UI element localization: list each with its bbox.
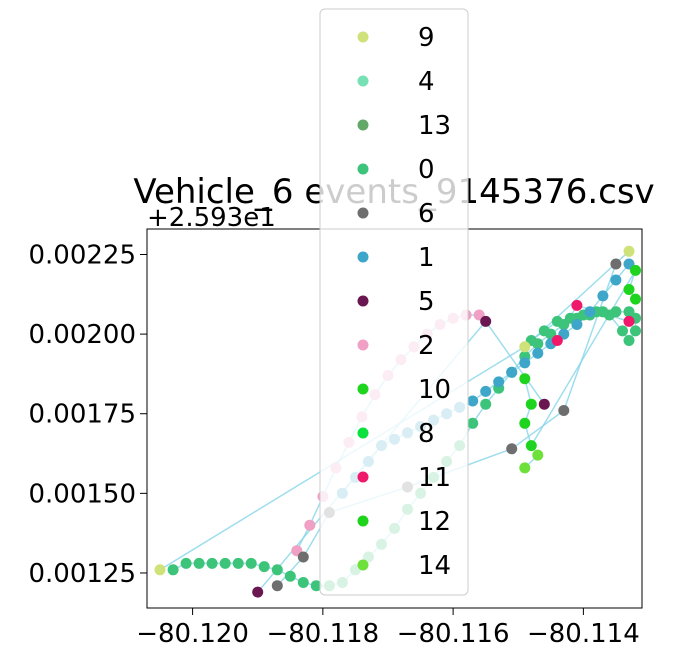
point-11-2 xyxy=(623,315,635,327)
point-0-0 xyxy=(167,564,179,576)
point-6-1 xyxy=(297,551,309,563)
point-0-10 xyxy=(297,577,309,588)
point-0-8 xyxy=(271,564,283,576)
point-10-3 xyxy=(525,440,537,452)
point-10-5 xyxy=(623,284,635,295)
legend-label-6: 6 xyxy=(418,199,435,229)
point-0-7 xyxy=(258,561,270,573)
y-tick-label: 0.00125 xyxy=(28,559,136,589)
legend-label-0: 0 xyxy=(418,155,435,185)
y-tick-label: 0.00200 xyxy=(28,320,136,350)
legend-label-11: 11 xyxy=(418,463,451,493)
legend-label-4: 4 xyxy=(418,67,435,97)
point-0-3 xyxy=(206,557,218,569)
point-11-0 xyxy=(551,335,563,346)
legend: 9 4 13 0 6 1 5 2 10 8 11 12 14 xyxy=(319,8,469,596)
legend-marker-4 xyxy=(357,75,369,87)
point-0-1 xyxy=(180,557,192,569)
point-14-1 xyxy=(532,449,544,461)
point-0-38 xyxy=(623,335,635,346)
point-0-40 xyxy=(603,309,615,321)
point-0-23 xyxy=(467,417,479,429)
point-6-5 xyxy=(558,405,570,416)
legend-marker-13 xyxy=(357,119,369,131)
point-1-10 xyxy=(467,395,479,407)
y-tick-label: 0.00175 xyxy=(28,400,136,430)
point-10-2 xyxy=(519,417,531,429)
point-6-0 xyxy=(271,580,283,592)
legend-label-12: 12 xyxy=(418,507,451,537)
point-9-0 xyxy=(154,564,166,576)
point-0-44 xyxy=(551,315,563,327)
x-tick-label: −80.118 xyxy=(266,619,379,649)
point-0-9 xyxy=(284,570,296,582)
legend-marker-14 xyxy=(357,559,369,571)
point-0-45 xyxy=(538,325,550,337)
y-offset-label: +2.593e1 xyxy=(147,203,276,233)
point-10-4 xyxy=(630,264,641,276)
point-9-1 xyxy=(519,341,531,353)
point-14-0 xyxy=(519,462,531,474)
point-1-19 xyxy=(584,306,596,318)
x-tick-label: −80.120 xyxy=(136,619,249,649)
legend-marker-10 xyxy=(357,383,369,395)
legend-label-9: 9 xyxy=(418,23,435,53)
legend-marker-1 xyxy=(357,251,369,263)
point-0-4 xyxy=(219,557,231,569)
legend-label-5: 5 xyxy=(418,287,435,317)
legend-marker-5 xyxy=(357,295,369,307)
x-axis: −80.120 −80.118 −80.116 −80.114 xyxy=(136,608,640,649)
point-5-0 xyxy=(252,586,264,598)
legend-label-1: 1 xyxy=(418,243,435,273)
y-tick-label: 0.00225 xyxy=(28,240,136,270)
legend-marker-8 xyxy=(357,427,369,439)
legend-marker-9 xyxy=(357,31,369,43)
point-1-14 xyxy=(519,357,531,369)
legend-label-2: 2 xyxy=(418,331,435,361)
point-0-39 xyxy=(617,325,628,337)
legend-label-8: 8 xyxy=(418,419,435,449)
x-tick-label: −80.114 xyxy=(527,619,640,649)
point-11-1 xyxy=(571,299,583,311)
legend-label-10: 10 xyxy=(418,375,451,405)
point-5-1 xyxy=(480,315,492,327)
legend-marker-11 xyxy=(357,471,369,483)
point-6-6 xyxy=(610,258,622,270)
point-1-21 xyxy=(610,274,622,286)
point-1-20 xyxy=(597,290,609,302)
legend-marker-6 xyxy=(357,207,369,219)
point-1-15 xyxy=(532,347,544,359)
legend-marker-0 xyxy=(357,163,369,175)
point-2-1 xyxy=(304,519,316,531)
x-tick-label: −80.116 xyxy=(397,619,510,649)
legend-label-13: 13 xyxy=(418,111,451,141)
y-axis: 0.00125 0.00150 0.00175 0.00200 0.00225 xyxy=(28,240,147,589)
point-6-4 xyxy=(506,443,518,455)
point-1-12 xyxy=(493,376,505,388)
point-10-0 xyxy=(519,373,531,385)
point-1-13 xyxy=(506,366,518,378)
point-0-6 xyxy=(245,557,257,569)
legend-marker-12 xyxy=(357,515,369,527)
point-10-6 xyxy=(630,293,641,305)
point-0-11 xyxy=(310,580,322,592)
y-tick-label: 0.00150 xyxy=(28,479,136,509)
legend-label-14: 14 xyxy=(418,551,451,581)
legend-box xyxy=(319,8,469,596)
point-1-18 xyxy=(571,319,583,330)
point-0-5 xyxy=(232,557,244,569)
point-9-2 xyxy=(623,245,635,257)
point-0-2 xyxy=(193,557,205,569)
point-0-24 xyxy=(480,398,492,410)
legend-marker-2 xyxy=(357,339,369,351)
point-0-37 xyxy=(630,325,641,337)
point-1-11 xyxy=(480,385,492,397)
point-10-1 xyxy=(525,398,537,410)
point-5-2 xyxy=(538,398,550,410)
